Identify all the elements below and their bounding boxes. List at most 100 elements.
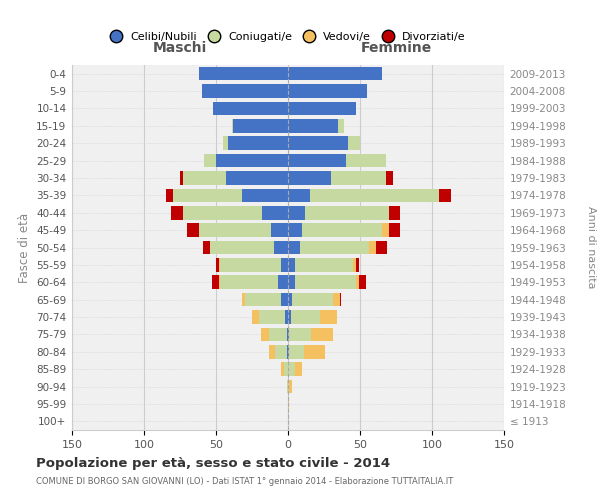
Bar: [220, 258, 281, 272]
Bar: [340, 293, 341, 306]
Bar: [281, 258, 288, 272]
Bar: [304, 345, 325, 358]
Bar: [346, 154, 386, 168]
Bar: [287, 328, 288, 341]
Bar: [310, 188, 439, 202]
Bar: [187, 224, 199, 237]
Bar: [295, 276, 356, 289]
Bar: [269, 328, 287, 341]
Bar: [376, 240, 388, 254]
Legend: Celibi/Nubili, Coniugati/e, Vedovi/e, Divorziati/e: Celibi/Nubili, Coniugati/e, Vedovi/e, Di…: [106, 27, 470, 46]
Bar: [166, 188, 173, 202]
Bar: [356, 276, 359, 289]
Bar: [262, 206, 288, 220]
Bar: [295, 258, 353, 272]
Bar: [349, 136, 360, 150]
Bar: [289, 380, 292, 394]
Bar: [439, 188, 451, 202]
Bar: [288, 67, 382, 80]
Bar: [320, 310, 337, 324]
Bar: [288, 188, 310, 202]
Y-axis label: Fasce di età: Fasce di età: [17, 212, 31, 282]
Bar: [274, 240, 288, 254]
Bar: [299, 240, 368, 254]
Bar: [259, 310, 285, 324]
Bar: [216, 258, 219, 272]
Bar: [382, 224, 389, 237]
Bar: [292, 293, 332, 306]
Bar: [389, 224, 400, 237]
Bar: [288, 84, 367, 98]
Bar: [288, 206, 305, 220]
Bar: [288, 154, 346, 168]
Bar: [275, 345, 287, 358]
Bar: [199, 224, 271, 237]
Bar: [288, 102, 356, 115]
Text: Popolazione per età, sesso e stato civile - 2014: Popolazione per età, sesso e stato civil…: [36, 458, 390, 470]
Bar: [278, 276, 288, 289]
Bar: [260, 328, 269, 341]
Bar: [288, 310, 291, 324]
Bar: [223, 136, 227, 150]
Bar: [226, 171, 288, 185]
Bar: [242, 293, 245, 306]
Bar: [291, 310, 320, 324]
Bar: [202, 84, 288, 98]
Bar: [233, 119, 288, 132]
Bar: [288, 240, 299, 254]
Text: COMUNE DI BORGO SAN GIOVANNI (LO) - Dati ISTAT 1° gennaio 2014 - Elaborazione TU: COMUNE DI BORGO SAN GIOVANNI (LO) - Dati…: [36, 476, 453, 486]
Bar: [288, 380, 289, 394]
Bar: [213, 102, 288, 115]
Bar: [281, 362, 284, 376]
Bar: [288, 119, 338, 132]
Bar: [288, 362, 295, 376]
Bar: [288, 136, 349, 150]
Bar: [287, 380, 288, 394]
Bar: [353, 258, 356, 272]
Bar: [220, 276, 278, 289]
Bar: [242, 188, 288, 202]
Bar: [305, 206, 389, 220]
Bar: [311, 328, 332, 341]
Bar: [368, 240, 376, 254]
Bar: [203, 240, 210, 254]
Bar: [180, 171, 183, 185]
Text: Femmine: Femmine: [361, 40, 431, 54]
Bar: [216, 154, 288, 168]
Bar: [183, 206, 262, 220]
Bar: [269, 345, 275, 358]
Bar: [205, 154, 216, 168]
Bar: [212, 276, 219, 289]
Bar: [199, 67, 288, 80]
Bar: [232, 119, 233, 132]
Bar: [338, 119, 344, 132]
Bar: [302, 224, 382, 237]
Bar: [331, 171, 386, 185]
Bar: [386, 171, 393, 185]
Bar: [271, 224, 288, 237]
Bar: [289, 328, 311, 341]
Bar: [332, 293, 340, 306]
Bar: [285, 310, 288, 324]
Bar: [288, 328, 289, 341]
Bar: [219, 276, 220, 289]
Bar: [219, 258, 220, 272]
Bar: [252, 310, 259, 324]
Bar: [288, 258, 295, 272]
Bar: [288, 397, 289, 410]
Bar: [288, 345, 289, 358]
Bar: [288, 171, 331, 185]
Bar: [287, 345, 288, 358]
Text: Maschi: Maschi: [153, 40, 207, 54]
Bar: [359, 276, 366, 289]
Bar: [281, 293, 288, 306]
Bar: [227, 136, 288, 150]
Bar: [295, 362, 302, 376]
Bar: [288, 224, 302, 237]
Bar: [288, 293, 292, 306]
Bar: [183, 171, 226, 185]
Bar: [210, 240, 274, 254]
Bar: [245, 293, 281, 306]
Bar: [284, 362, 288, 376]
Bar: [356, 258, 359, 272]
